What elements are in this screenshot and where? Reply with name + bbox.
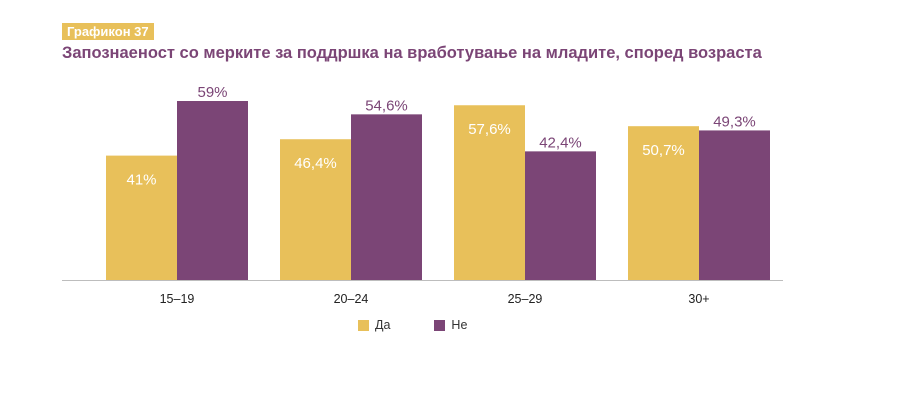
bar-no-1 <box>351 114 422 280</box>
data-label-yes-3: 50,7% <box>642 142 685 159</box>
chart-legend: Да Не <box>358 318 467 332</box>
data-label-no-2: 42,4% <box>539 134 582 151</box>
bar-yes-1 <box>280 139 351 280</box>
bar-no-3 <box>699 130 770 280</box>
data-label-no-3: 49,3% <box>713 113 756 130</box>
chart-title: Запознаеност со мерките за поддршка на в… <box>62 44 762 62</box>
x-tick-label-1: 20–24 <box>334 292 369 306</box>
legend-label-yes: Да <box>375 318 391 332</box>
bar-yes-0 <box>106 155 177 280</box>
legend-item-yes: Да <box>358 318 390 332</box>
bar-yes-2 <box>454 105 525 280</box>
legend-swatch-yes <box>358 319 369 331</box>
legend-label-no: Не <box>451 318 468 332</box>
bar-yes-3 <box>628 126 699 280</box>
legend-item-no: Не <box>434 318 467 332</box>
data-label-no-1: 54,6% <box>365 97 408 114</box>
x-tick-label-3: 30+ <box>688 292 709 306</box>
x-tick-label-2: 25–29 <box>508 292 543 306</box>
data-label-no-0: 59% <box>197 84 227 101</box>
bar-no-0 <box>177 101 248 280</box>
data-label-yes-0: 41% <box>126 172 156 189</box>
x-tick-label-0: 15–19 <box>160 292 195 306</box>
chart-number-badge: Графикон 37 <box>62 23 154 40</box>
data-label-yes-2: 57,6% <box>468 121 511 138</box>
data-label-yes-1: 46,4% <box>294 155 337 172</box>
legend-swatch-no <box>434 319 446 331</box>
bar-no-2 <box>525 151 596 280</box>
